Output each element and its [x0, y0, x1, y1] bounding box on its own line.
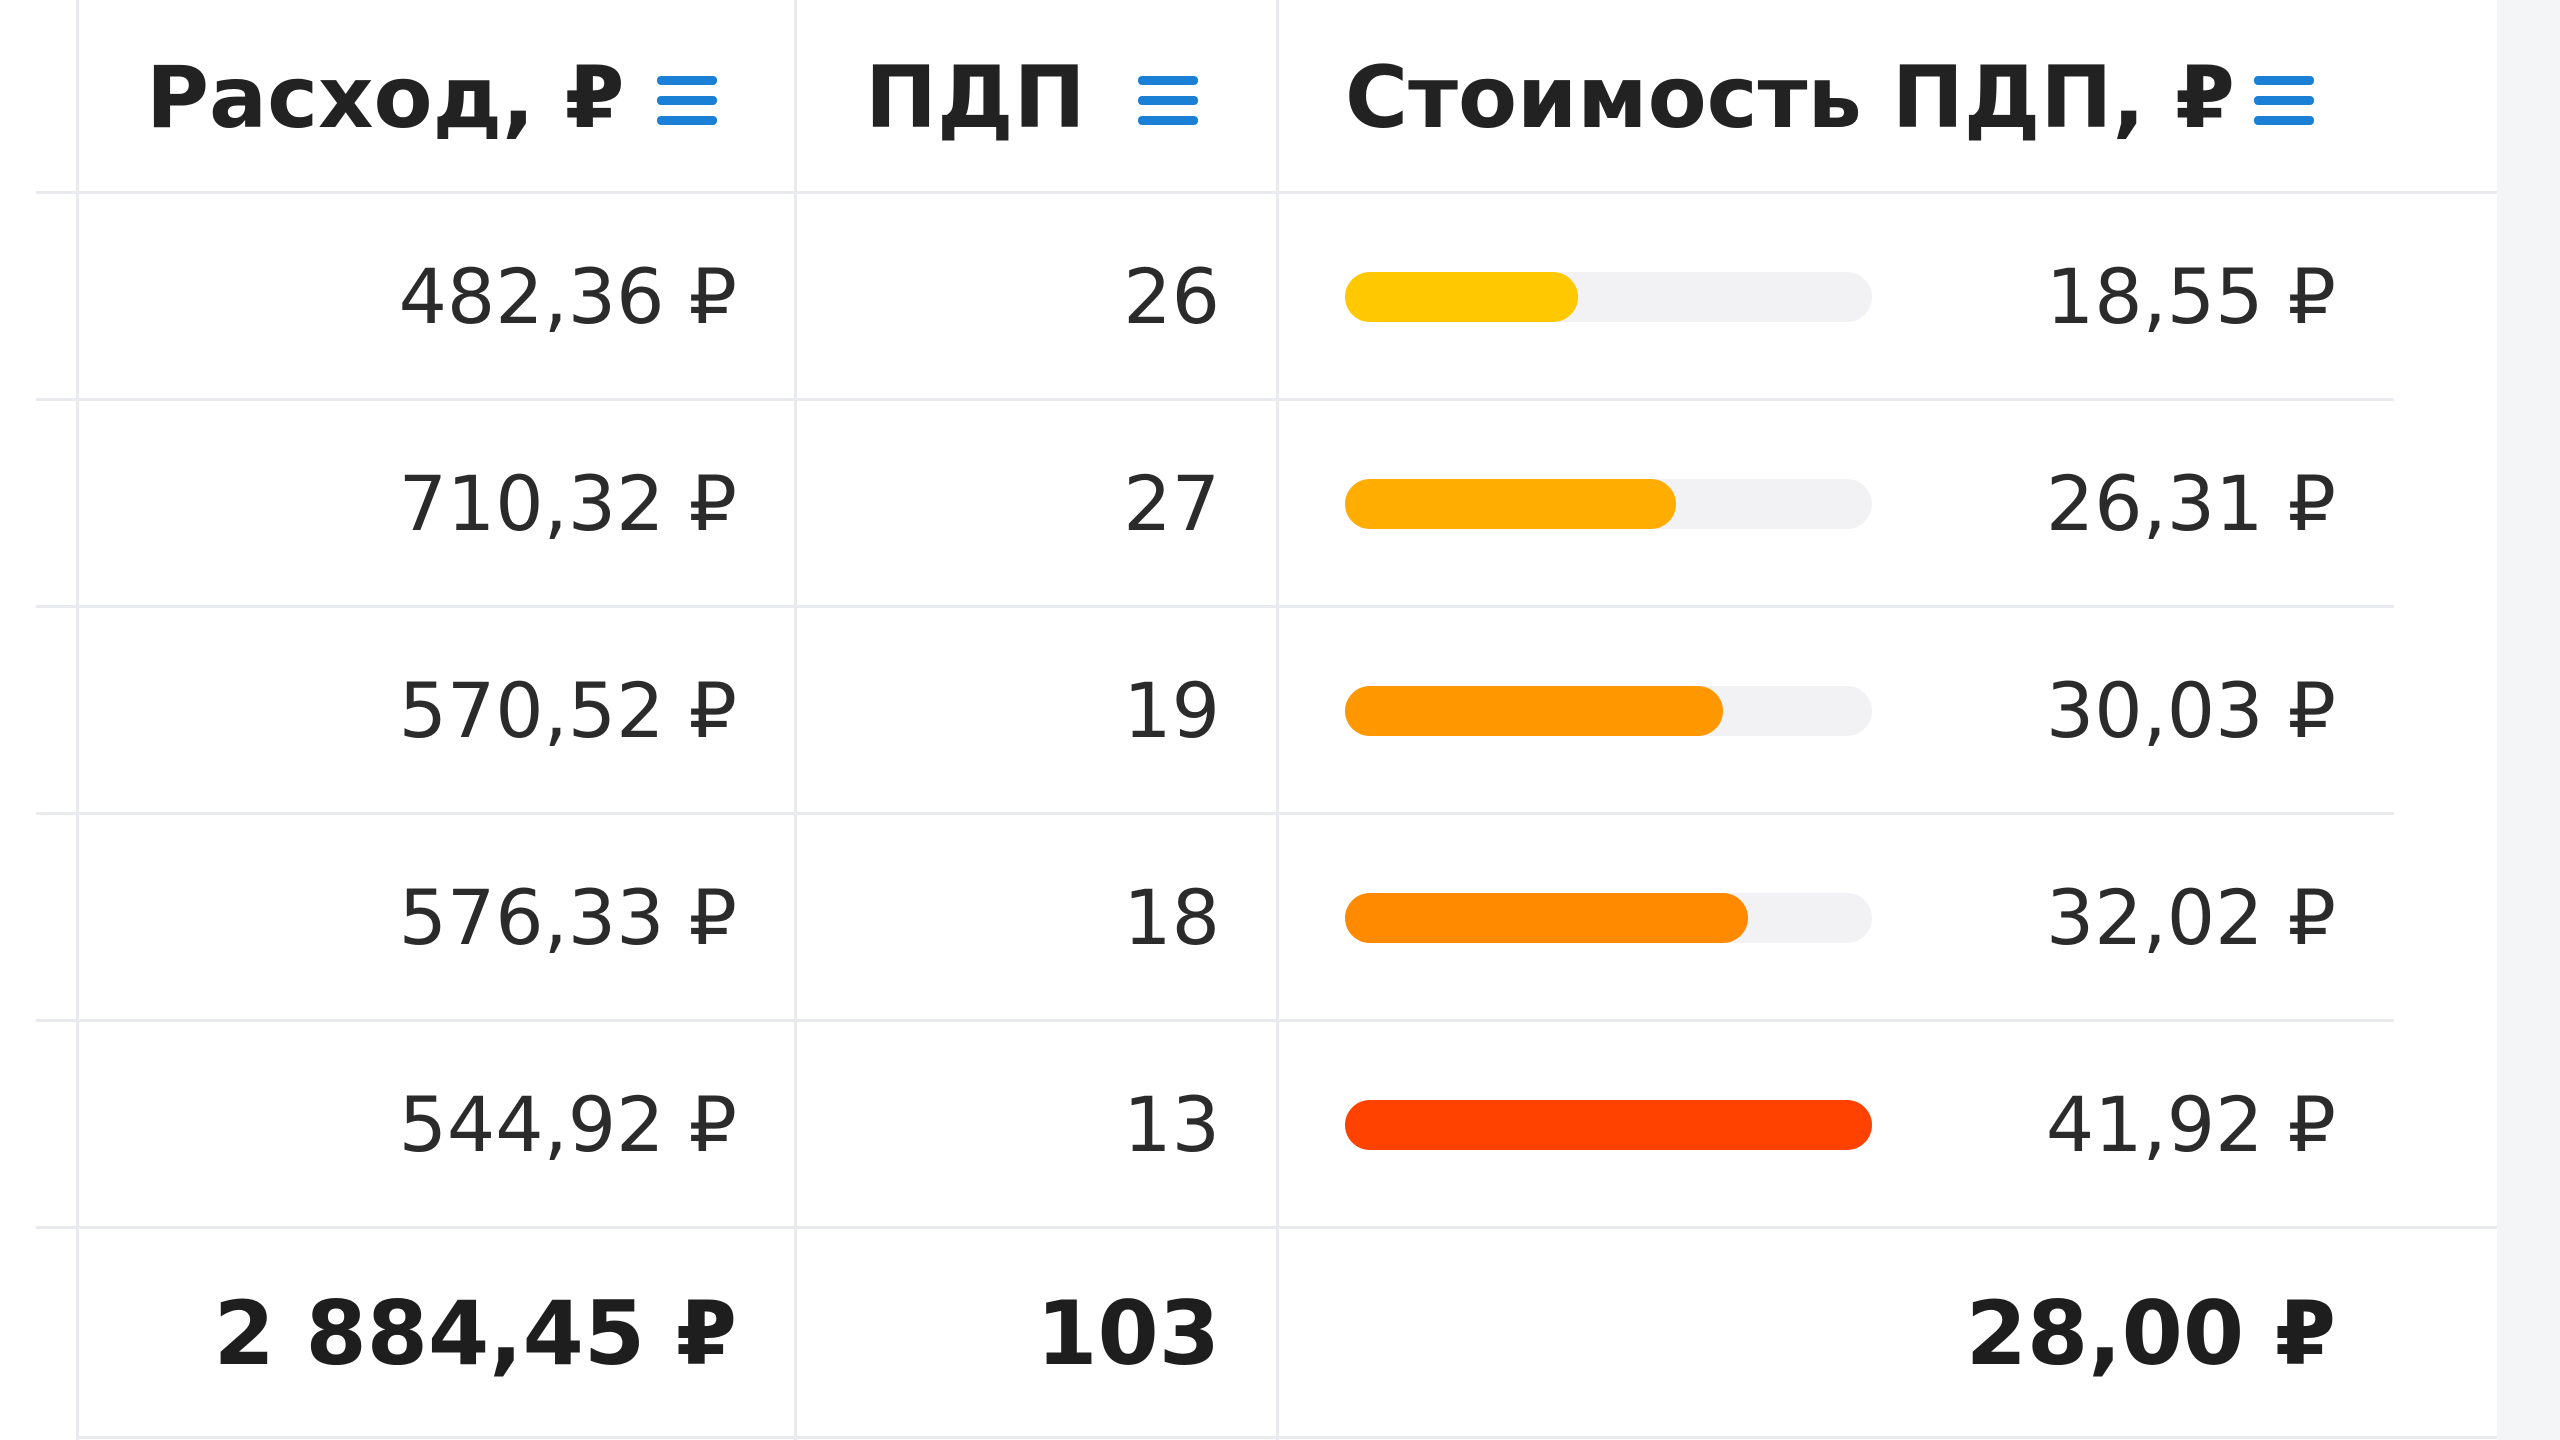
- pdp-cell: 13: [1123, 1079, 1220, 1169]
- spend-cell: 576,33 ₽: [398, 872, 737, 962]
- column-border: [1276, 0, 1279, 1440]
- row-border: [36, 1226, 2497, 1229]
- cost-cell: 32,02 ₽: [2045, 872, 2336, 962]
- cost-bar: [1345, 685, 1723, 736]
- cost-cell: 30,03 ₽: [2045, 665, 2336, 755]
- pdp-cell: 19: [1123, 665, 1220, 755]
- scroll-strip: [2497, 0, 2560, 1440]
- row-border: [36, 1019, 2394, 1022]
- header-cell[interactable]: ПДП: [865, 48, 1086, 148]
- menu-icon[interactable]: [655, 72, 719, 130]
- total-spend: 2 884,45 ₽: [213, 1282, 737, 1385]
- total-cost: 28,00 ₽: [1965, 1282, 2336, 1385]
- row-border: [76, 1436, 2497, 1439]
- cost-bar: [1345, 892, 1748, 943]
- total-pdp: 103: [1036, 1282, 1220, 1385]
- row-border: [36, 812, 2394, 815]
- spend-cell: 710,32 ₽: [398, 458, 737, 548]
- column-border: [76, 0, 79, 1440]
- cost-bar: [1345, 271, 1579, 322]
- bar-track: [1345, 685, 1872, 736]
- cost-cell: 41,92 ₽: [2045, 1079, 2336, 1169]
- header-cell[interactable]: Расход, ₽: [146, 48, 625, 148]
- row-border: [36, 398, 2394, 401]
- bar-track: [1345, 1099, 1872, 1150]
- spend-cell: 570,52 ₽: [398, 665, 737, 755]
- row-border: [36, 605, 2394, 608]
- bar-track: [1345, 478, 1872, 529]
- menu-icon[interactable]: [1136, 72, 1200, 130]
- menu-icon[interactable]: [2252, 72, 2316, 130]
- pdp-cell: 18: [1123, 872, 1220, 962]
- spend-cell: 544,92 ₽: [398, 1079, 737, 1169]
- pdp-cell: 26: [1123, 251, 1220, 341]
- bar-track: [1345, 271, 1872, 322]
- cost-cell: 18,55 ₽: [2045, 251, 2336, 341]
- cost-bar: [1345, 1099, 1872, 1150]
- spend-cell: 482,36 ₽: [398, 251, 737, 341]
- cost-cell: 26,31 ₽: [2045, 458, 2336, 548]
- header-cell[interactable]: Стоимость ПДП, ₽: [1345, 48, 2235, 148]
- pdp-cell: 27: [1123, 458, 1220, 548]
- cost-bar: [1345, 478, 1676, 529]
- row-border: [36, 191, 2497, 194]
- column-border: [794, 0, 797, 1440]
- bar-track: [1345, 892, 1872, 943]
